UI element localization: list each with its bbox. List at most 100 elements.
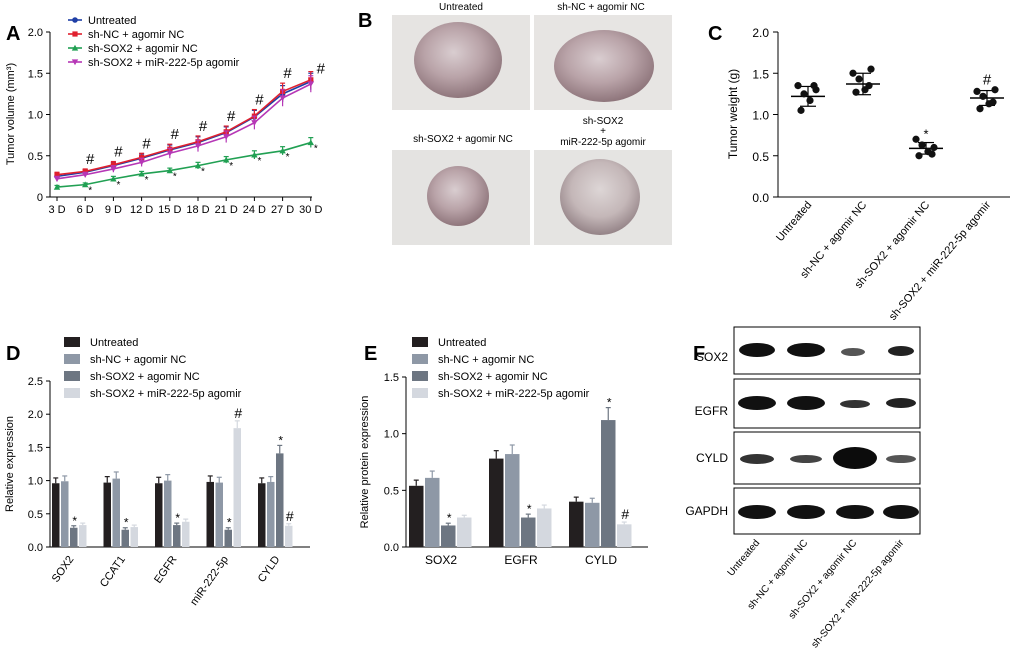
- a-hash-mark: #: [199, 118, 208, 135]
- a-data-point: [138, 170, 145, 177]
- panel-letter-c: C: [708, 23, 722, 45]
- d-bar: [224, 529, 232, 547]
- band: [787, 343, 825, 357]
- panel-letter-a: A: [6, 23, 20, 45]
- a-data-point: [82, 172, 89, 178]
- a-hash-mark: #: [86, 151, 95, 168]
- band: [836, 505, 874, 519]
- tumor-shnc: [554, 30, 654, 102]
- panel-a-line-chart: Tumor volume (mm³) 0 0.5 1.0 1.5 2.0 3 D 6 D 9 …: [5, 15, 326, 216]
- e-star-mark: *: [527, 502, 532, 516]
- a-data-point: [139, 154, 145, 160]
- a-data-point: [110, 166, 117, 173]
- d-bar: [276, 453, 284, 547]
- c-data-point: [989, 98, 997, 106]
- a-data-point: [54, 172, 60, 178]
- panel-letter-b: B: [358, 10, 372, 32]
- d-legend-label: sh-SOX2 + agomir NC: [90, 371, 200, 383]
- d-legend-label: sh-SOX2 + miR-222-5p agomir: [90, 388, 242, 400]
- band: [738, 505, 776, 519]
- c-data-point: [867, 65, 875, 73]
- blot-label-cyld: CYLD: [696, 451, 728, 465]
- d-x-tick-label: CCAT1: [98, 554, 128, 590]
- e-hash-mark: #: [621, 506, 629, 522]
- d-y-tick-label: 0.5: [28, 509, 43, 521]
- e-legend-label: sh-NC + agomir NC: [438, 354, 534, 366]
- d-legend-label: sh-NC + agomir NC: [90, 354, 186, 366]
- blot-label-gapdh: GAPDH: [685, 504, 728, 518]
- c-data-point: [976, 105, 984, 113]
- a-x-tick-label: 6 D: [77, 204, 94, 216]
- e-bar: [441, 525, 456, 547]
- a-x-tick-label: 18 D: [186, 204, 209, 216]
- e-bar: [425, 477, 440, 547]
- a-data-point: [279, 147, 286, 154]
- panel-f-western-blot: SOX2 EGFR CYLD GAPDH Untreated sh-NC + a…: [685, 326, 921, 650]
- a-data-point: [53, 176, 61, 183]
- a-x-tick-label: 3 D: [48, 204, 65, 216]
- blot-label-sox2: SOX2: [696, 350, 728, 364]
- a-series-line-3: [56, 141, 312, 188]
- a-data-point: [53, 183, 61, 190]
- photo-label-mir-3: miR-222-5p agomir: [560, 137, 646, 148]
- c-data-point: [806, 96, 814, 105]
- tumor-untreated: [414, 22, 502, 98]
- a-x-tick-label: 15 D: [158, 204, 181, 216]
- e-bar: [537, 508, 552, 547]
- a-hash-mark: #: [142, 135, 151, 152]
- photo-label-shsox2: sh-SOX2 + agomir NC: [413, 134, 513, 145]
- e-bar: [505, 454, 520, 547]
- band: [790, 455, 822, 463]
- a-x-tick-label: 27 D: [271, 204, 294, 216]
- c-data-point: [865, 82, 873, 90]
- a-hash-mark: #: [227, 108, 236, 125]
- a-star-mark: *: [116, 180, 120, 191]
- e-y-tick-label: 0.5: [384, 485, 399, 497]
- photo-label-shnc: sh-NC + agomir NC: [557, 2, 645, 13]
- a-x-tick-label: 21 D: [215, 204, 238, 216]
- a-y-tick-label: 1.0: [28, 110, 43, 122]
- a-legend-label: sh-SOX2 + agomir NC: [88, 43, 198, 55]
- band: [833, 447, 877, 469]
- c-y-tick-label: 0.0: [752, 191, 769, 205]
- a-data-point: [82, 181, 89, 188]
- e-y-tick-label: 1.5: [384, 372, 399, 384]
- c-data-point: [849, 69, 857, 77]
- photo-label-mir-1: sh-SOX2: [583, 116, 624, 127]
- a-y-tick-label: 1.5: [28, 68, 43, 80]
- d-star-mark: *: [124, 516, 129, 530]
- photo-label-untreated: Untreated: [439, 2, 483, 13]
- d-bar: [258, 483, 266, 547]
- e-legend-swatch: [412, 388, 428, 398]
- e-legend-swatch: [412, 371, 428, 381]
- a-star-mark: *: [88, 186, 92, 197]
- e-bar: [489, 458, 504, 547]
- e-legend-label: Untreated: [438, 337, 486, 349]
- d-bar: [267, 481, 275, 547]
- d-bar: [70, 527, 78, 547]
- e-x-tick-label: EGFR: [504, 553, 538, 567]
- band: [840, 400, 870, 408]
- d-star-mark: *: [227, 516, 232, 530]
- c-data-point: [800, 90, 808, 98]
- d-bar: [103, 482, 111, 547]
- d-star-mark: *: [72, 514, 77, 528]
- a-x-tick-label: 12 D: [130, 204, 153, 216]
- band: [888, 346, 914, 356]
- e-star-mark: *: [607, 396, 612, 410]
- e-legend-label: sh-SOX2 + agomir NC: [438, 371, 548, 383]
- d-legend-label: Untreated: [90, 337, 138, 349]
- blot-lane-label: Untreated: [726, 538, 763, 579]
- d-bar: [79, 525, 87, 547]
- a-legend-label: sh-SOX2 + miR-222-5p agomir: [88, 57, 240, 69]
- e-bar: [409, 485, 424, 547]
- e-x-tick-label: CYLD: [585, 553, 617, 567]
- c-data-point: [930, 143, 938, 152]
- d-legend-swatch: [64, 337, 80, 347]
- band: [886, 398, 916, 408]
- c-y-tick-label: 1.5: [752, 67, 769, 81]
- a-series-line-4: [56, 83, 312, 180]
- a-legend-marker: [72, 31, 78, 37]
- a-star-mark: *: [173, 172, 177, 183]
